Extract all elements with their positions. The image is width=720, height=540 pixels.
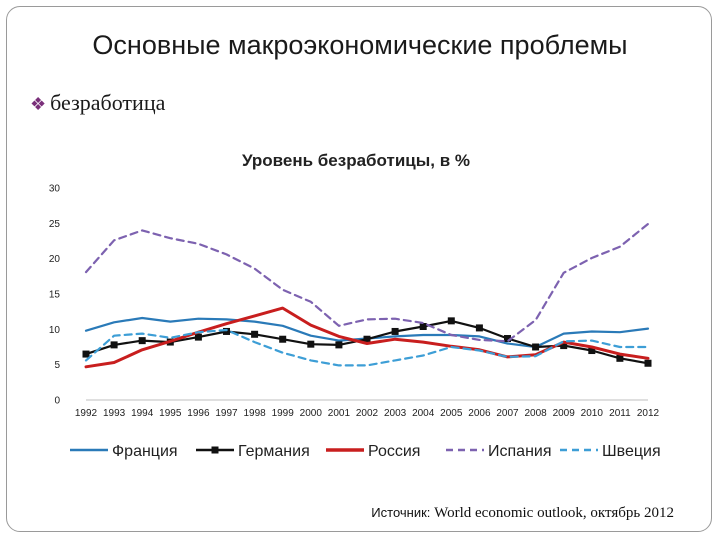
x-tick-label: 1993 <box>103 408 126 419</box>
x-tick-label: 1996 <box>187 408 210 419</box>
data-point-marker <box>560 342 568 350</box>
data-point-marker <box>279 335 287 343</box>
data-point-marker <box>307 340 315 348</box>
x-tick-label: 2003 <box>384 408 407 419</box>
legend-marker <box>211 446 219 454</box>
y-tick-label: 15 <box>49 290 61 301</box>
bullet-item: ❖ безработица <box>30 90 165 116</box>
legend-label-3: Россия <box>368 443 420 460</box>
x-tick-label: 1995 <box>159 408 182 419</box>
data-point-marker <box>419 323 427 331</box>
data-point-marker <box>138 337 146 345</box>
source-text: World economic outlook, октябрь 2012 <box>430 505 674 521</box>
y-tick-label: 10 <box>49 325 61 336</box>
data-point-marker <box>616 354 624 362</box>
slide-frame <box>6 6 712 532</box>
data-point-marker <box>194 333 202 341</box>
x-tick-label: 2006 <box>468 408 491 419</box>
series-line-5 <box>84 328 650 367</box>
x-tick-label: 1992 <box>75 408 98 419</box>
y-tick-label: 30 <box>49 184 61 195</box>
legend-label-1: Франция <box>112 443 178 460</box>
y-tick-label: 25 <box>49 219 61 230</box>
bullet-text: безработица <box>50 90 166 115</box>
legend-label-4: Испания <box>488 443 552 460</box>
y-tick-label: 0 <box>54 396 60 407</box>
x-tick-label: 2000 <box>300 408 323 419</box>
source-note: Источник: World economic outlook, октябр… <box>371 505 674 522</box>
bullet-diamond-icon: ❖ <box>30 94 47 114</box>
x-tick-label: 2009 <box>553 408 576 419</box>
data-point-marker <box>223 327 230 335</box>
slide-title: Основные макроэкономические проблемы <box>92 30 628 60</box>
y-tick-label: 5 <box>54 360 60 371</box>
data-point-marker <box>363 335 371 343</box>
data-point-marker <box>110 341 118 349</box>
x-tick-label: 1994 <box>131 408 154 419</box>
data-point-marker <box>644 359 652 367</box>
data-point-marker <box>391 327 399 335</box>
chart-title: Уровень безработицы, в % <box>242 151 470 170</box>
legend-label-2: Германия <box>238 443 310 460</box>
data-point-marker <box>504 335 511 343</box>
x-tick-label: 1999 <box>272 408 295 419</box>
data-point-marker <box>475 324 483 332</box>
legend-label-5: Швеция <box>602 443 661 460</box>
x-tick-label: 2002 <box>356 408 379 419</box>
data-point-marker <box>82 350 90 358</box>
data-point-marker <box>335 341 343 349</box>
x-tick-label: 2011 <box>609 408 631 419</box>
x-tick-label: 2007 <box>496 408 519 419</box>
x-tick-label: 1997 <box>215 408 238 419</box>
x-tick-label: 2004 <box>412 408 435 419</box>
x-tick-label: 2005 <box>440 408 463 419</box>
data-point-marker <box>532 343 540 351</box>
series-line-3 <box>84 306 650 369</box>
x-tick-label: 2008 <box>524 408 547 419</box>
data-point-marker <box>588 347 596 355</box>
source-label: Источник: <box>371 505 431 520</box>
data-point-marker <box>447 317 455 325</box>
x-tick-label: 1998 <box>243 408 266 419</box>
data-point-marker <box>251 330 259 338</box>
series-line-4 <box>84 222 650 343</box>
x-tick-label: 2010 <box>581 408 604 419</box>
y-tick-label: 20 <box>49 254 61 265</box>
x-tick-label: 2001 <box>328 408 351 419</box>
x-tick-label: 2012 <box>637 408 660 419</box>
